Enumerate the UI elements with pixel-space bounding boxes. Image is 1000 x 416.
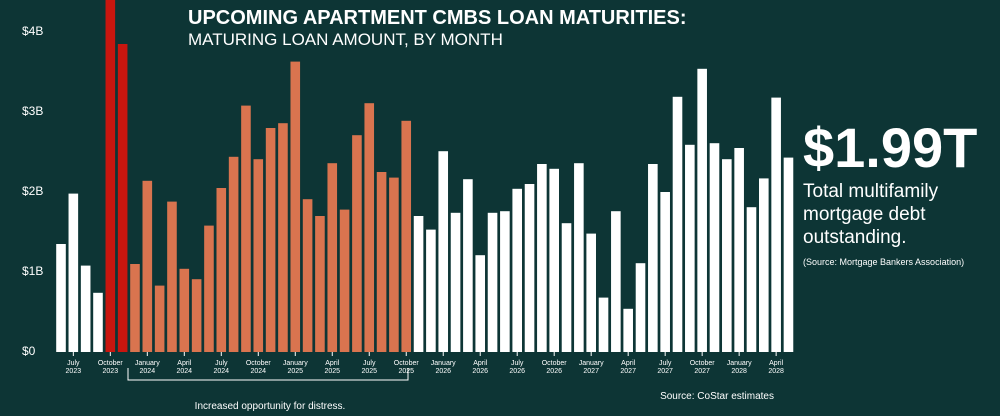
bar — [191, 279, 202, 352]
bar — [80, 265, 91, 352]
x-tick-label: July 2024 — [214, 360, 230, 375]
bar — [672, 96, 683, 352]
bar — [574, 163, 584, 352]
bar — [68, 193, 79, 352]
bar — [389, 177, 399, 352]
bar — [660, 192, 670, 352]
bar — [697, 68, 707, 353]
bar — [401, 120, 412, 352]
bar — [204, 225, 214, 352]
bar — [179, 268, 190, 352]
bar — [376, 172, 387, 352]
bar — [500, 211, 510, 352]
bar — [130, 264, 140, 352]
bar — [56, 244, 66, 352]
bar — [315, 216, 325, 352]
bar — [783, 157, 794, 352]
bar — [524, 184, 535, 352]
y-tick-label: $1B — [22, 264, 43, 278]
bar — [364, 103, 375, 352]
bar — [549, 168, 559, 352]
callout-source: (Source: Mortgage Bankers Association) — [803, 257, 965, 267]
x-tick-label: October 2026 — [542, 360, 568, 375]
bar — [278, 123, 288, 352]
bar — [327, 163, 338, 352]
y-tick-label: $2B — [22, 184, 43, 198]
bar — [216, 188, 227, 352]
bar — [241, 105, 251, 352]
bar — [722, 159, 732, 352]
bar — [117, 44, 128, 352]
bar — [475, 255, 486, 352]
bar — [450, 212, 461, 352]
annotation-bracket — [127, 368, 409, 381]
x-tick-label: January 2028 — [727, 360, 752, 375]
x-tick-label: January 2025 — [283, 360, 308, 375]
bar — [228, 156, 239, 352]
y-tick-label: $0 — [22, 344, 36, 358]
y-tick-label: $4B — [22, 24, 43, 38]
bar — [142, 180, 153, 352]
bar — [759, 178, 769, 352]
bar — [290, 61, 301, 352]
x-tick-label: July 2026 — [509, 360, 525, 375]
x-tick-label: July 2025 — [361, 360, 377, 375]
bar — [463, 179, 473, 352]
y-tick-label: $3B — [22, 104, 43, 118]
x-tick-label: January 2024 — [135, 360, 160, 375]
callout: $1.99T Total multifamily mortgage debt o… — [803, 116, 993, 268]
bar — [623, 308, 633, 352]
callout-value: $1.99T — [803, 116, 978, 179]
bar — [438, 151, 449, 352]
bar — [154, 285, 165, 352]
source: Source: CoStar estimates — [660, 391, 774, 402]
bar — [265, 128, 276, 352]
x-tick-label: October 2024 — [246, 360, 272, 375]
bar — [253, 159, 264, 352]
bar — [586, 233, 596, 352]
x-tick-label: January 2026 — [431, 360, 456, 375]
x-tick-label: April 2026 — [472, 360, 488, 375]
bar — [537, 164, 547, 352]
bar — [413, 216, 424, 352]
callout-text: Total multifamily mortgage debt outstand… — [803, 181, 939, 248]
bar — [746, 207, 757, 352]
bar — [709, 143, 720, 352]
bar — [611, 211, 621, 352]
bar — [426, 229, 436, 352]
bar — [635, 263, 646, 352]
bar — [339, 209, 350, 352]
bar — [302, 199, 313, 352]
bar — [352, 135, 362, 352]
bar — [105, 0, 116, 352]
chart-subtitle: MATURING LOAN AMOUNT, BY MONTH — [188, 30, 503, 49]
bar — [93, 292, 103, 352]
bar — [561, 223, 572, 352]
x-tick-label: July 2027 — [657, 360, 673, 375]
x-tick-label: January 2027 — [579, 360, 604, 375]
x-tick-label: October 2023 — [98, 360, 124, 375]
x-tick-label: April 2024 — [177, 360, 193, 375]
bar — [598, 297, 609, 352]
annotation: Increased opportunity for distress. — [195, 401, 346, 412]
x-tick-label: October 2025 — [394, 360, 420, 375]
bar — [648, 164, 658, 352]
bar — [167, 201, 177, 352]
bar — [512, 188, 523, 352]
x-tick-label: April 2027 — [620, 360, 636, 375]
bar — [487, 212, 498, 352]
x-tick-label: October 2027 — [690, 360, 716, 375]
x-tick-label: April 2025 — [324, 360, 340, 375]
bar — [771, 97, 781, 352]
x-tick-label: April 2028 — [768, 360, 784, 375]
bar — [734, 148, 744, 352]
bar — [685, 144, 695, 352]
chart-title: UPCOMING APARTMENT CMBS LOAN MATURITIES: — [188, 7, 687, 29]
x-tick-label: July 2023 — [66, 360, 82, 375]
